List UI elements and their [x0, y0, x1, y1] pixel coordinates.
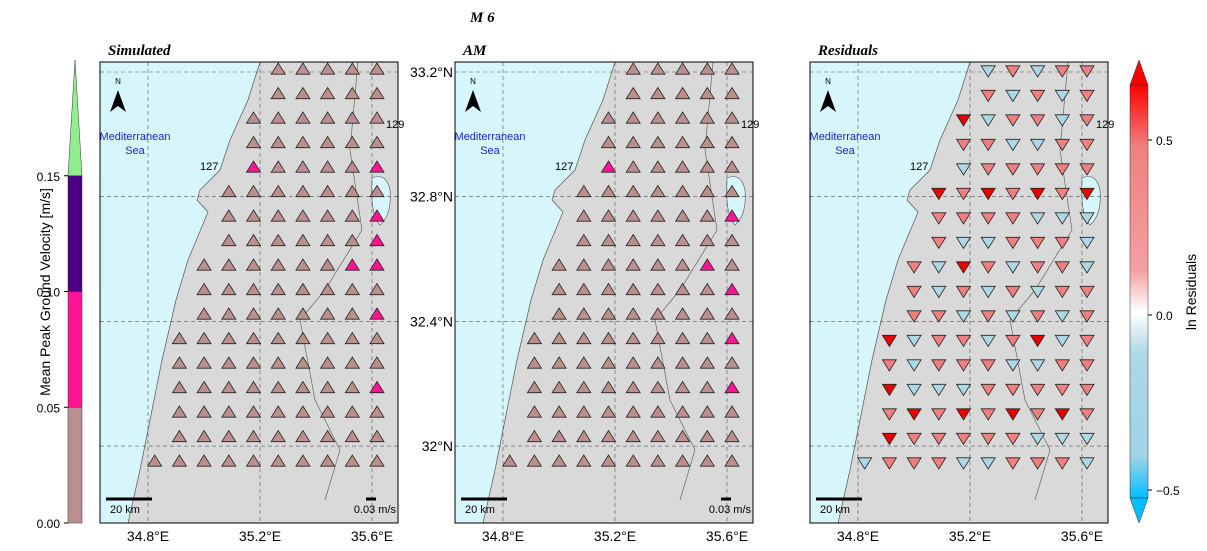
- colorbar-extension: [1130, 60, 1148, 85]
- lon-tick-label: 35.2°E: [949, 528, 991, 544]
- arrow-scale-label: 0.03 m/s: [709, 504, 752, 516]
- scale-bar-label: 20 km: [110, 504, 140, 516]
- lat-tick-label: 33.2°N: [410, 64, 453, 80]
- colorbar-tick-label: 0.0: [1156, 309, 1173, 323]
- colorbar-segment: [68, 292, 82, 408]
- figure: M 6 0.000.050.100.15Mean Peak Ground Vel…: [0, 0, 1207, 546]
- panel-title: Residuals: [817, 43, 878, 59]
- lon-tick-label: 34.8°E: [482, 528, 524, 544]
- sea-label: Sea: [480, 145, 500, 157]
- colorbar-body: [1130, 85, 1148, 498]
- colorbar-segment: [68, 407, 82, 523]
- sea-label: Mediterranean: [100, 131, 171, 143]
- north-label: N: [825, 77, 831, 86]
- lon-tick-label: 34.8°E: [837, 528, 879, 544]
- panel-title: Simulated: [108, 43, 171, 59]
- lat-tick-label: 32°N: [422, 438, 453, 454]
- lon-tick-label: 35.6°E: [706, 528, 748, 544]
- sea-label: Mediterranean: [810, 131, 881, 143]
- lon-tick-label: 34.8°E: [127, 528, 169, 544]
- colorbar-extension: [68, 60, 82, 176]
- lat-tick-label: 32.4°N: [410, 313, 453, 329]
- lon-tick-label: 35.2°E: [239, 528, 281, 544]
- figure-title: M 6: [469, 10, 495, 26]
- scale-bar-label: 20 km: [465, 504, 495, 516]
- north-label: N: [470, 77, 476, 86]
- sea-label: Mediterranean: [455, 131, 526, 143]
- colorbar-segment: [68, 176, 82, 292]
- lon-tick-label: 35.6°E: [351, 528, 393, 544]
- station-label: 127: [555, 161, 573, 173]
- colorbar-tick-label: 0.00: [37, 517, 61, 531]
- sea-label: Sea: [835, 145, 855, 157]
- station-label: 129: [386, 119, 404, 131]
- colorbar-label: ln Residuals: [1183, 254, 1199, 330]
- station-label: 129: [1096, 119, 1114, 131]
- north-label: N: [115, 77, 121, 86]
- colorbar-tick-label: 0.05: [37, 401, 61, 415]
- station-label: 127: [910, 161, 928, 173]
- panel-title: AM: [462, 43, 487, 59]
- colorbar-extension: [1130, 498, 1148, 523]
- colorbar-tick-label: 0.15: [37, 170, 61, 184]
- colorbar-tick-label: −0.5: [1156, 484, 1180, 498]
- lon-tick-label: 35.2°E: [594, 528, 636, 544]
- scale-bar-label: 20 km: [820, 504, 850, 516]
- station-label: 129: [741, 119, 759, 131]
- colorbar-label: Mean Peak Ground Velocity [m/s]: [37, 188, 53, 396]
- lat-tick-label: 32.8°N: [410, 189, 453, 205]
- sea-label: Sea: [125, 145, 145, 157]
- arrow-scale-label: 0.03 m/s: [354, 504, 397, 516]
- colorbar-tick-label: 0.5: [1156, 134, 1173, 148]
- station-label: 127: [200, 161, 218, 173]
- lon-tick-label: 35.6°E: [1061, 528, 1103, 544]
